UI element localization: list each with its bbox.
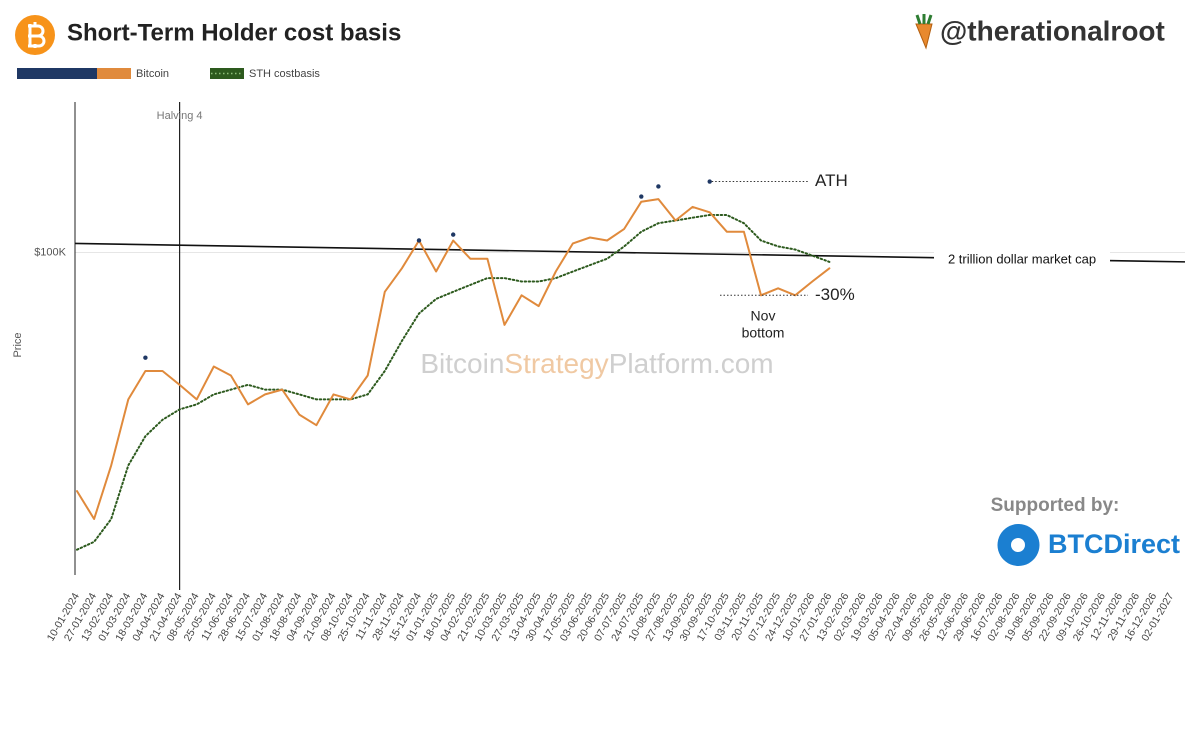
reference-label-bg xyxy=(934,251,1110,268)
sponsor-label: Supported by: xyxy=(991,495,1120,516)
sth-line xyxy=(76,214,831,551)
watermark-part: Bitcoin xyxy=(420,348,504,379)
title: Short-Term Holder cost basis xyxy=(67,19,401,46)
event-label: Halving 4 xyxy=(157,110,203,122)
handle: @therationalroot xyxy=(940,15,1165,46)
ath-point xyxy=(707,179,712,184)
watermark-part: Platform.com xyxy=(609,348,774,379)
ath-point xyxy=(639,194,644,199)
legend-swatch xyxy=(97,68,131,79)
carrot-leaves xyxy=(915,14,933,25)
legend-label: STH costbasis xyxy=(249,68,320,80)
price-line xyxy=(76,198,831,520)
ath-point xyxy=(416,238,422,243)
sponsor-name: BTCDirect xyxy=(1048,529,1180,559)
watermark-part: Strategy xyxy=(504,348,608,379)
y-tick-label: $100K xyxy=(34,246,66,258)
ath-point xyxy=(656,184,661,189)
legend-label: Bitcoin xyxy=(136,68,169,80)
bottom-label: Nov bottom xyxy=(742,307,785,340)
legend-swatch xyxy=(17,68,97,79)
reference-label: 2 trillion dollar market cap xyxy=(948,252,1096,267)
bitcoin-logo-mark xyxy=(28,22,46,48)
watermark: BitcoinStrategyPlatform.com xyxy=(420,348,773,379)
bottom-label-line: Nov xyxy=(751,307,776,323)
ath-point xyxy=(143,355,148,360)
ath-point xyxy=(451,232,456,237)
sponsor-logo-hole xyxy=(1011,538,1025,552)
legend: ATH'sBitcoinSTH costbasis xyxy=(17,68,320,80)
ath-label: ATH xyxy=(815,171,848,190)
bottom-label-line: bottom xyxy=(742,324,785,340)
carrot-logo xyxy=(915,23,933,50)
drawdown-label: -30% xyxy=(815,285,855,304)
y-axis-label: Price xyxy=(12,332,24,357)
